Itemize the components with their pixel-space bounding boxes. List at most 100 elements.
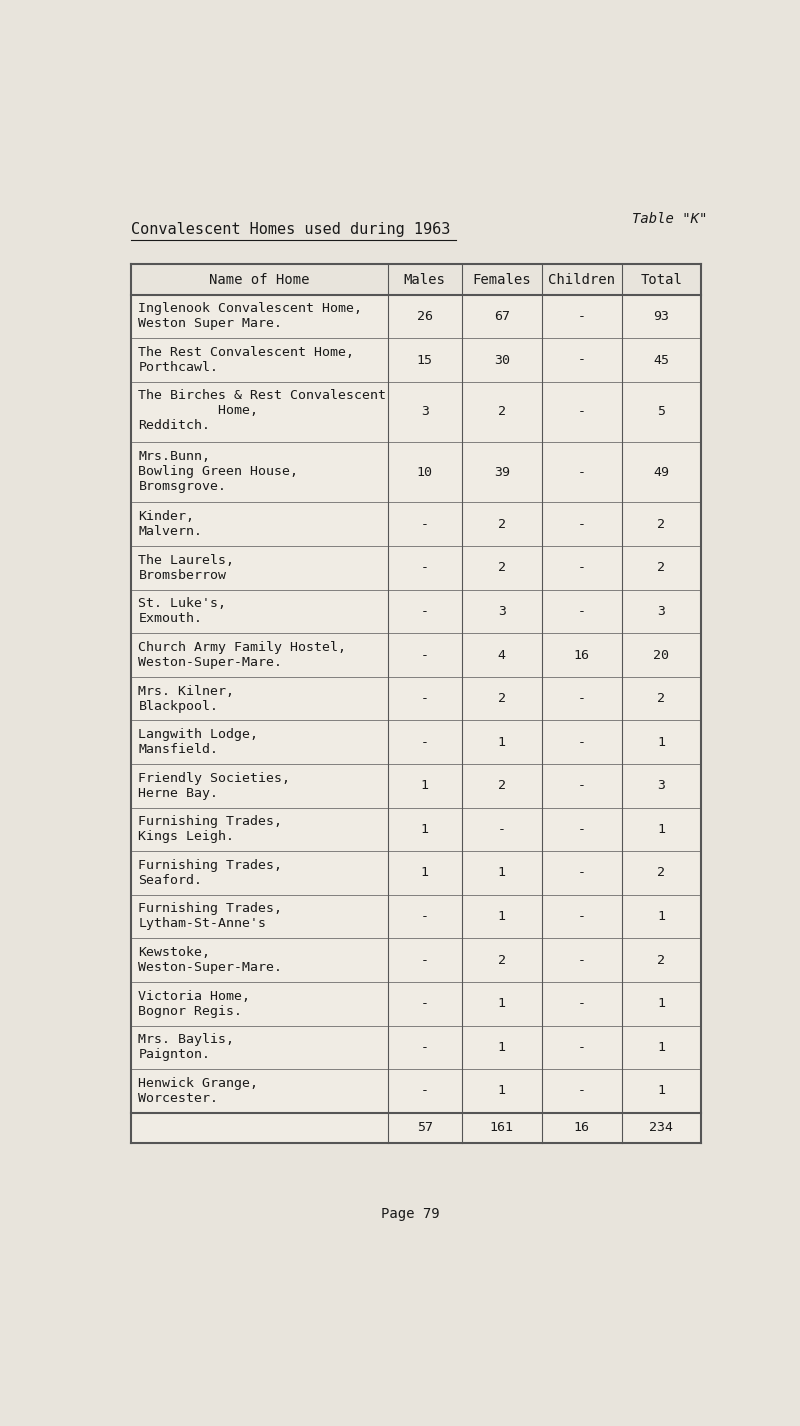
Bar	[388, 894, 462, 938]
Text: Females: Females	[473, 272, 531, 287]
Text: 45: 45	[654, 354, 670, 366]
Text: -: -	[578, 562, 586, 575]
Bar	[462, 894, 542, 938]
Bar	[388, 983, 462, 1025]
Bar	[462, 851, 542, 894]
Text: 1: 1	[421, 823, 429, 836]
Text: 2: 2	[498, 954, 506, 967]
Text: -: -	[578, 910, 586, 923]
Bar	[462, 264, 542, 295]
Bar	[388, 502, 462, 546]
Text: 1: 1	[658, 1084, 666, 1098]
Bar	[131, 442, 388, 502]
Bar	[462, 338, 542, 382]
Text: -: -	[421, 605, 429, 617]
Bar	[542, 677, 622, 720]
Text: 1: 1	[658, 910, 666, 923]
Bar	[622, 1070, 702, 1112]
Text: Kinder,
Malvern.: Kinder, Malvern.	[138, 511, 202, 538]
Text: 57: 57	[417, 1121, 433, 1134]
Text: -: -	[421, 1041, 429, 1054]
Text: -: -	[421, 518, 429, 530]
Bar	[622, 677, 702, 720]
Bar	[131, 1025, 388, 1070]
Bar	[462, 983, 542, 1025]
Text: 3: 3	[498, 605, 506, 617]
Bar	[462, 1025, 542, 1070]
Bar	[622, 338, 702, 382]
Bar	[131, 764, 388, 807]
Text: Furnishing Trades,
Lytham-St-Anne's: Furnishing Trades, Lytham-St-Anne's	[138, 903, 282, 930]
Bar	[622, 851, 702, 894]
Bar	[388, 590, 462, 633]
Text: 2: 2	[498, 518, 506, 530]
Text: Mrs. Kilner,
Blackpool.: Mrs. Kilner, Blackpool.	[138, 684, 234, 713]
Bar	[131, 894, 388, 938]
Text: Kewstoke,
Weston-Super-Mare.: Kewstoke, Weston-Super-Mare.	[138, 945, 282, 974]
Text: 1: 1	[658, 997, 666, 1010]
Bar	[542, 851, 622, 894]
Bar	[131, 1112, 388, 1142]
Bar	[542, 807, 622, 851]
Bar	[462, 295, 542, 338]
Text: St. Luke's,
Exmouth.: St. Luke's, Exmouth.	[138, 597, 226, 626]
Bar	[622, 590, 702, 633]
Bar	[622, 382, 702, 442]
Text: -: -	[578, 518, 586, 530]
Text: 67: 67	[494, 309, 510, 322]
Bar	[388, 633, 462, 677]
Text: -: -	[578, 736, 586, 749]
Bar	[462, 590, 542, 633]
Bar	[388, 764, 462, 807]
Bar	[542, 590, 622, 633]
Bar	[622, 546, 702, 590]
Bar	[462, 720, 542, 764]
Bar	[542, 546, 622, 590]
Text: 234: 234	[650, 1121, 674, 1134]
Text: -: -	[421, 562, 429, 575]
Bar	[388, 295, 462, 338]
Bar	[622, 807, 702, 851]
Bar	[462, 764, 542, 807]
Bar	[131, 264, 388, 295]
Text: -: -	[578, 823, 586, 836]
Text: 2: 2	[658, 692, 666, 704]
Bar	[622, 894, 702, 938]
Bar	[622, 633, 702, 677]
Text: Page 79: Page 79	[381, 1208, 439, 1221]
Bar	[131, 720, 388, 764]
Bar	[542, 1070, 622, 1112]
Bar	[388, 807, 462, 851]
Text: 2: 2	[498, 405, 506, 418]
Bar	[388, 546, 462, 590]
Text: -: -	[578, 354, 586, 366]
Text: -: -	[421, 692, 429, 704]
Text: -: -	[578, 779, 586, 793]
Text: Victoria Home,
Bognor Regis.: Victoria Home, Bognor Regis.	[138, 990, 250, 1018]
Bar	[542, 1112, 622, 1142]
Text: 1: 1	[421, 779, 429, 793]
Text: 2: 2	[498, 562, 506, 575]
Bar	[542, 382, 622, 442]
Bar	[131, 983, 388, 1025]
Text: Friendly Societies,
Herne Bay.: Friendly Societies, Herne Bay.	[138, 771, 290, 800]
Text: 1: 1	[498, 997, 506, 1010]
Text: 15: 15	[417, 354, 433, 366]
Bar	[542, 264, 622, 295]
Bar	[388, 442, 462, 502]
Text: -: -	[578, 997, 586, 1010]
Text: 1: 1	[498, 910, 506, 923]
Bar	[622, 938, 702, 983]
Text: The Birches & Rest Convalescent
          Home,
Redditch.: The Birches & Rest Convalescent Home, Re…	[138, 389, 386, 432]
Text: 16: 16	[574, 649, 590, 662]
Text: -: -	[578, 309, 586, 322]
Bar	[131, 590, 388, 633]
Bar	[388, 720, 462, 764]
Bar	[388, 1112, 462, 1142]
Text: 1: 1	[498, 1084, 506, 1098]
Bar	[388, 1025, 462, 1070]
Bar	[542, 938, 622, 983]
Bar	[131, 1070, 388, 1112]
Text: 2: 2	[658, 518, 666, 530]
Bar	[542, 442, 622, 502]
